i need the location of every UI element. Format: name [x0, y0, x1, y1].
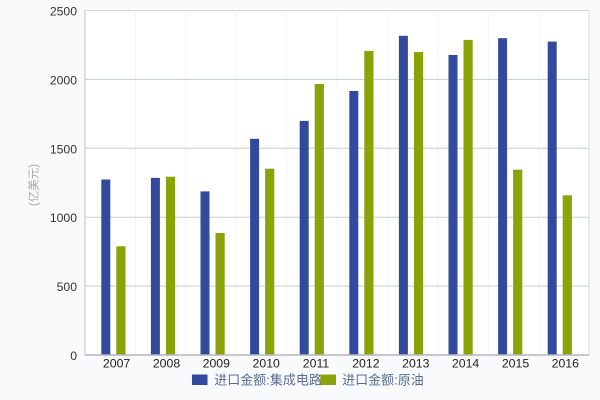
svg-text:500: 500: [57, 280, 78, 294]
svg-text:2500: 2500: [50, 5, 77, 19]
svg-text:2012: 2012: [352, 357, 380, 371]
svg-text:进口金额:集成电路: 进口金额:集成电路: [214, 372, 322, 387]
svg-text:1000: 1000: [50, 211, 77, 225]
svg-text:2000: 2000: [50, 73, 77, 87]
svg-text:2009: 2009: [203, 357, 231, 371]
svg-text:2014: 2014: [452, 357, 480, 371]
svg-text:2015: 2015: [502, 357, 530, 371]
svg-text:进口金额:原油: 进口金额:原油: [342, 372, 424, 387]
svg-text:2008: 2008: [153, 357, 181, 371]
svg-text:0: 0: [70, 349, 77, 363]
svg-text:(亿美元): (亿美元): [27, 164, 41, 206]
svg-text:2007: 2007: [103, 357, 131, 371]
svg-text:2013: 2013: [402, 357, 430, 371]
svg-text:1500: 1500: [50, 142, 77, 156]
svg-text:2011: 2011: [303, 357, 330, 371]
svg-text:2016: 2016: [552, 357, 580, 371]
svg-text:2010: 2010: [253, 357, 281, 371]
